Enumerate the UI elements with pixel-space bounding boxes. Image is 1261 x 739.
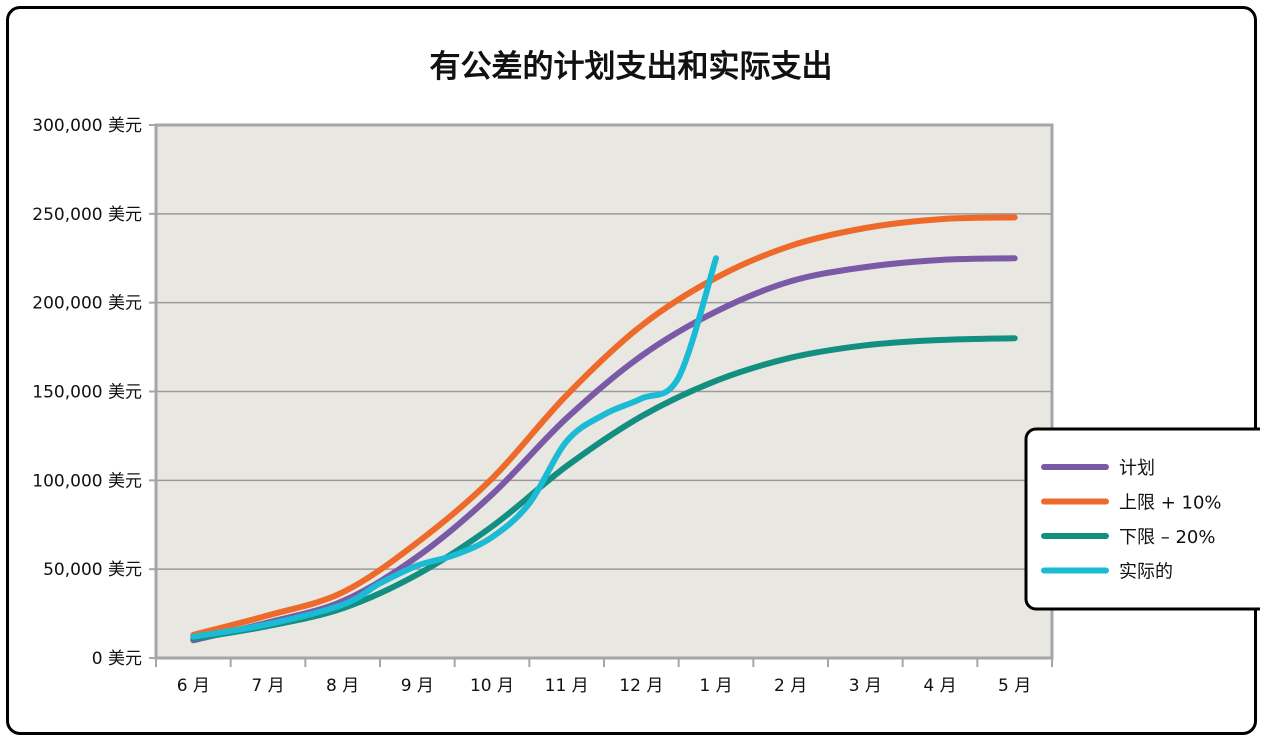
- y-tick-label-4: 200,000 美元: [32, 294, 142, 314]
- chart-title: 有公差的计划支出和实际支出: [430, 49, 833, 85]
- x-tick-label-8: 2 月: [774, 676, 807, 696]
- y-tick-label-3: 150,000 美元: [32, 383, 142, 403]
- legend-label-2: 下限 – 20%: [1119, 527, 1215, 548]
- grid-lines: [156, 213, 1052, 570]
- y-tick-label-6: 300,000 美元: [32, 116, 142, 136]
- legend-label-1: 上限 + 10%: [1119, 493, 1222, 514]
- x-tick-label-9: 3 月: [849, 676, 882, 696]
- series-line-0: [190, 255, 1018, 644]
- x-tick-label-10: 4 月: [923, 676, 956, 696]
- legend-label-3: 实际的: [1119, 562, 1173, 583]
- series-line-3: [190, 255, 719, 640]
- x-tick-label-5: 11 月: [545, 676, 589, 696]
- y-tick-label-0: 0 美元: [92, 649, 142, 669]
- y-tick-label-1: 50,000 美元: [43, 560, 142, 580]
- x-tick-label-7: 1 月: [699, 676, 732, 696]
- x-tick-label-11: 5 月: [998, 676, 1031, 696]
- legend-box: [1024, 427, 1260, 611]
- y-tick-label-5: 250,000 美元: [32, 205, 142, 225]
- axes: 0 美元 50,000 美元 100,000 美元 150,000 美元 200,000…: [32, 116, 1053, 696]
- series-lines: [190, 214, 1018, 644]
- chart-frame: 有公差的计划支出和实际支出 0 美元 50,000 美元 100,000 美元 150…: [6, 6, 1260, 735]
- legend-label-0: 计划: [1119, 458, 1155, 479]
- x-tick-label-1: 7 月: [251, 676, 284, 696]
- x-tick-label-3: 9 月: [401, 676, 434, 696]
- series-line-1: [190, 214, 1018, 638]
- x-tick-label-2: 8 月: [326, 676, 359, 696]
- series-line-2: [190, 335, 1018, 642]
- y-tick-label-2: 100,000 美元: [32, 471, 142, 491]
- chart-svg: 有公差的计划支出和实际支出 0 美元 50,000 美元 100,000 美元 150…: [32, 49, 1260, 696]
- x-tick-label-0: 6 月: [177, 676, 210, 696]
- x-tick-label-4: 10 月: [470, 676, 514, 696]
- x-tick-label-6: 12 月: [619, 676, 663, 696]
